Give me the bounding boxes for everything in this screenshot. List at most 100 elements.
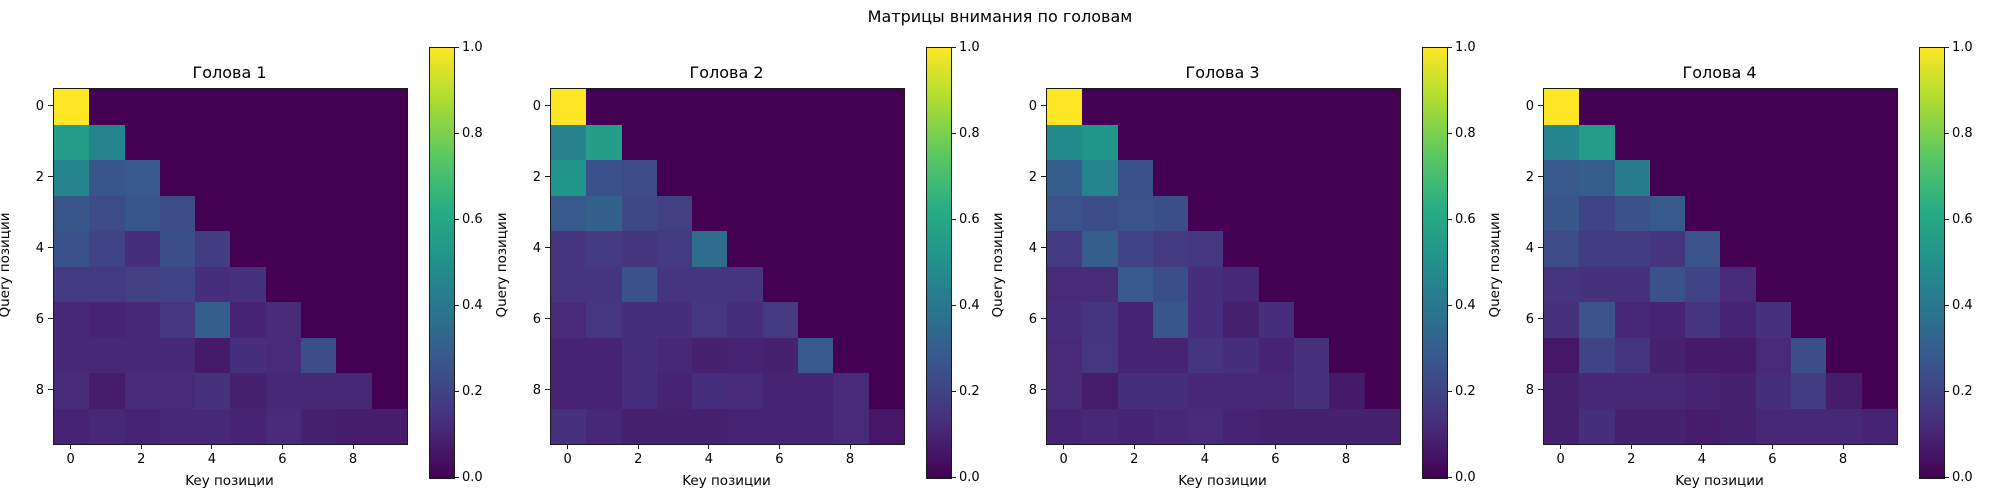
heatmap-cell — [1649, 160, 1686, 196]
heatmap-cell — [868, 266, 904, 302]
heatmap-cell — [1364, 231, 1400, 267]
y-tick-label: 8 — [532, 382, 541, 398]
heatmap-cell — [195, 89, 231, 125]
subplot-title: Голова 1 — [192, 63, 267, 82]
heatmap-cell — [54, 266, 90, 302]
x-tick-label: 8 — [1341, 452, 1351, 467]
x-tick-mark — [1630, 444, 1632, 449]
colorbar-tick-mark — [454, 132, 459, 134]
heatmap-cell — [1544, 373, 1580, 409]
heatmap-cell — [89, 195, 125, 231]
heatmap-cell — [798, 124, 834, 160]
heatmap-cell — [727, 408, 763, 444]
heatmap-cell — [89, 160, 125, 196]
heatmap-cell — [1579, 302, 1615, 338]
heatmap-cell — [1649, 337, 1686, 373]
heatmap-cell — [195, 195, 231, 231]
x-tick-mark — [140, 444, 142, 449]
heatmap-cell — [124, 195, 160, 231]
x-tick-mark — [1063, 444, 1065, 449]
x-tick-mark — [637, 444, 639, 449]
colorbar-tick-label: 1.0 — [959, 40, 980, 55]
heatmap-cell — [762, 124, 799, 160]
heatmap-cell — [159, 302, 196, 338]
heatmap-cell — [1082, 124, 1118, 160]
y-tick-mark — [1538, 389, 1543, 391]
heatmap-cell — [868, 408, 904, 444]
heatmap-cell — [301, 89, 337, 125]
heatmap-cell — [1649, 266, 1686, 302]
heatmap-cell — [833, 408, 869, 444]
heatmap-cell — [621, 124, 657, 160]
heatmap-cell — [1579, 337, 1615, 373]
heatmap-cell — [1649, 89, 1686, 125]
x-axis-label: Key позиции — [682, 473, 771, 489]
heatmap-cell — [586, 160, 622, 196]
heatmap-cell — [336, 337, 372, 373]
x-tick-label: 8 — [845, 452, 855, 467]
heatmap-cell — [1544, 195, 1580, 231]
heatmap-cell — [1258, 160, 1295, 196]
heatmap-cell — [230, 266, 266, 302]
heatmap-cell — [159, 373, 196, 409]
heatmap-cell — [656, 231, 693, 267]
heatmap-cell — [727, 302, 763, 338]
heatmap-cell — [1614, 337, 1650, 373]
heatmap-cell — [1826, 373, 1862, 409]
heatmap-cell — [656, 195, 693, 231]
heatmap-cell — [1329, 231, 1365, 267]
heatmap-cell — [727, 124, 763, 160]
x-tick-mark — [1560, 444, 1562, 449]
heatmap-cell — [1685, 195, 1721, 231]
heatmap-cell — [1861, 302, 1897, 338]
heatmap-cell — [1188, 373, 1224, 409]
heatmap-cell — [798, 337, 834, 373]
heatmap-cell — [1117, 266, 1153, 302]
colorbar-tick-label: 0.6 — [462, 212, 483, 227]
heatmap-cell — [833, 195, 869, 231]
heatmap-cell — [1152, 337, 1189, 373]
heatmap-cell — [1720, 302, 1756, 338]
heatmap-cell — [371, 124, 407, 160]
heatmap-cell — [1861, 89, 1897, 125]
heatmap-cell — [1685, 302, 1721, 338]
heatmap-cell — [1685, 373, 1721, 409]
heatmap-cell — [1579, 195, 1615, 231]
y-tick-label: 4 — [532, 240, 541, 256]
heatmap-cell — [1117, 373, 1153, 409]
heatmap-cell — [621, 195, 657, 231]
y-tick-label: 0 — [1525, 98, 1534, 114]
heatmap-cell — [1188, 89, 1224, 125]
heatmap-cell — [1649, 231, 1686, 267]
colorbar — [1919, 47, 1945, 479]
y-tick-label: 4 — [35, 240, 44, 256]
heatmap-cell — [89, 231, 125, 267]
heatmap-cell — [1720, 124, 1756, 160]
heatmap-cell — [1755, 302, 1792, 338]
colorbar-tick-label: 0.8 — [462, 126, 483, 141]
y-tick-label: 6 — [1028, 311, 1037, 327]
heatmap-cell — [798, 408, 834, 444]
y-tick-mark — [1538, 318, 1543, 320]
heatmap-cell — [1294, 337, 1330, 373]
heatmap-cell — [1294, 231, 1330, 267]
heatmap-cell — [301, 302, 337, 338]
heatmap-cell — [868, 124, 904, 160]
heatmap-cell — [1117, 195, 1153, 231]
heatmap-cell — [1791, 408, 1827, 444]
x-tick-label: 2 — [137, 452, 146, 467]
heatmap-cell — [1223, 266, 1259, 302]
heatmap-cell — [124, 408, 160, 444]
heatmap-cell — [656, 124, 693, 160]
x-tick-mark — [849, 444, 851, 449]
heatmap-cell — [551, 160, 587, 196]
x-tick-mark — [1274, 444, 1276, 449]
subplot-title: Голова 4 — [1682, 63, 1757, 82]
heatmap-cell — [124, 160, 160, 196]
heatmap-cell — [1188, 408, 1224, 444]
colorbar-tick-mark — [951, 132, 956, 134]
heatmap-cell — [1614, 124, 1650, 160]
heatmap-cell — [1791, 266, 1827, 302]
heatmap-cell — [301, 160, 337, 196]
y-tick-mark — [48, 318, 53, 320]
